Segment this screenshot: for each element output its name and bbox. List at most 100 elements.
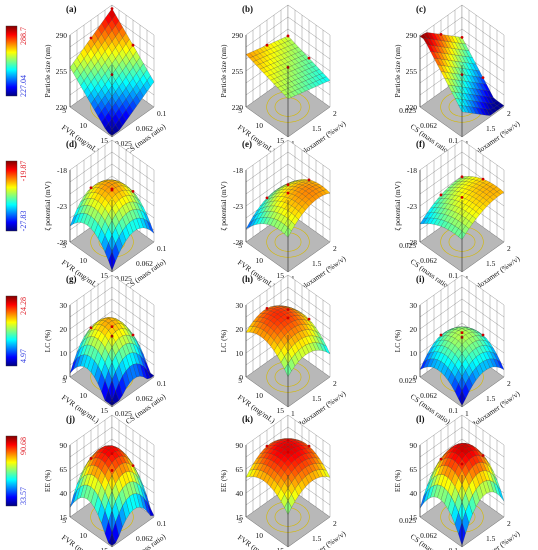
- y-tick-label: 1.5: [312, 259, 322, 268]
- grid-line-h: [69, 438, 155, 470]
- grid-line-h: [245, 16, 331, 48]
- colorbar-max-label: 90.68: [19, 437, 28, 455]
- z-axis-label: ζ potential (mV): [393, 181, 402, 231]
- z-axis-label: Particle size (nm): [393, 44, 402, 97]
- y-tick-label: 1.5: [486, 394, 496, 403]
- y-tick-label: 0.1: [157, 109, 167, 118]
- z-tick-label: 10: [410, 349, 418, 358]
- x-tick-label: 15: [101, 271, 109, 280]
- panel-letter: (a): [66, 4, 77, 14]
- y-tick-label: 0.062: [136, 394, 153, 403]
- x-tick-label: 10: [256, 391, 264, 400]
- x-tick-label: 15: [277, 271, 285, 280]
- y-tick-label: 0.1: [157, 519, 167, 528]
- x-tick-label: 5: [62, 106, 66, 115]
- y-tick-label: 0.1: [157, 244, 167, 253]
- design-point: [265, 43, 269, 47]
- y-tick-label: 2: [333, 109, 337, 118]
- panel-f: -28-23-18ζ potential (mV)0.0250.0620.1CS…: [393, 139, 522, 294]
- surface-c: [419, 32, 505, 116]
- y-tick-label: 2: [333, 379, 337, 388]
- design-point: [307, 317, 311, 321]
- x-tick-label: 10: [80, 391, 88, 400]
- surface-h: [245, 305, 331, 378]
- y-tick-label: 0.062: [136, 259, 153, 268]
- x-tick-label: 5: [238, 241, 242, 250]
- z-tick-label: 30: [410, 301, 418, 310]
- z-tick-label: -28: [407, 238, 417, 247]
- x-tick-label: 5: [238, 516, 242, 525]
- z-tick-label: 10: [60, 349, 68, 358]
- grid-line-h: [69, 163, 155, 195]
- x-tick-label: 15: [101, 546, 109, 550]
- y-tick-label: 1.5: [312, 124, 322, 133]
- x-tick-label: 0.025: [399, 516, 416, 525]
- z-tick-label: 90: [236, 441, 244, 450]
- z-tick-label: 290: [232, 31, 244, 40]
- x-tick-label: 15: [101, 406, 109, 415]
- grid-line-h: [419, 286, 505, 318]
- z-tick-label: 255: [406, 67, 418, 76]
- grid-line-h: [419, 298, 505, 330]
- grid-line-h: [419, 310, 505, 342]
- design-point: [460, 175, 464, 179]
- y-tick-label: 0.062: [136, 124, 153, 133]
- z-tick-label: 0: [413, 373, 417, 382]
- design-point: [265, 196, 269, 200]
- panel-letter: (e): [242, 139, 252, 149]
- design-point: [439, 457, 443, 461]
- z-axis-label: LC (%): [43, 329, 52, 352]
- z-tick-label: 30: [60, 301, 68, 310]
- z-tick-label: 20: [236, 325, 244, 334]
- z-tick-label: 0: [63, 373, 67, 382]
- z-tick-label: 220: [56, 103, 68, 112]
- y-tick-label: 0.1: [157, 379, 167, 388]
- z-tick-label: 15: [410, 513, 418, 522]
- grid-line-h: [69, 151, 155, 183]
- design-point: [481, 177, 485, 181]
- z-tick-label: 40: [236, 489, 244, 498]
- z-tick-label: 10: [236, 349, 244, 358]
- z-tick-label: -28: [233, 238, 243, 247]
- x-tick-label: 5: [62, 241, 66, 250]
- z-tick-label: 15: [60, 513, 68, 522]
- colorbar-min-label: 33.57: [19, 487, 28, 505]
- surface-b: [245, 35, 331, 99]
- z-tick-label: 255: [232, 67, 244, 76]
- design-point: [481, 454, 485, 457]
- design-point: [89, 186, 93, 190]
- design-point: [286, 316, 290, 320]
- design-point: [460, 195, 464, 199]
- y-tick-label: 2: [507, 244, 511, 253]
- surface-a: [69, 8, 155, 136]
- z-tick-label: 40: [410, 489, 418, 498]
- grid-line-h: [69, 310, 155, 342]
- y-tick-label: 1.5: [486, 534, 496, 543]
- design-point: [286, 34, 290, 38]
- design-point: [265, 444, 269, 448]
- surface-i: [419, 326, 505, 406]
- z-tick-label: 90: [60, 441, 68, 450]
- design-point: [481, 76, 485, 79]
- y-tick-label: 2: [507, 379, 511, 388]
- z-axis-label: LC (%): [393, 329, 402, 352]
- y-tick-label: 2: [507, 519, 511, 528]
- y-tick-label: 1.5: [486, 124, 496, 133]
- x-tick-label: 10: [80, 531, 88, 540]
- design-point: [286, 183, 290, 187]
- z-axis-label: Particle size (nm): [219, 44, 228, 97]
- design-point: [131, 464, 135, 468]
- z-tick-label: -23: [57, 202, 67, 211]
- grid-line-h: [245, 151, 331, 183]
- z-tick-label: 220: [232, 103, 244, 112]
- colorbar-max-label: 24.28: [19, 297, 28, 315]
- x-tick-label: 0.025: [399, 241, 416, 250]
